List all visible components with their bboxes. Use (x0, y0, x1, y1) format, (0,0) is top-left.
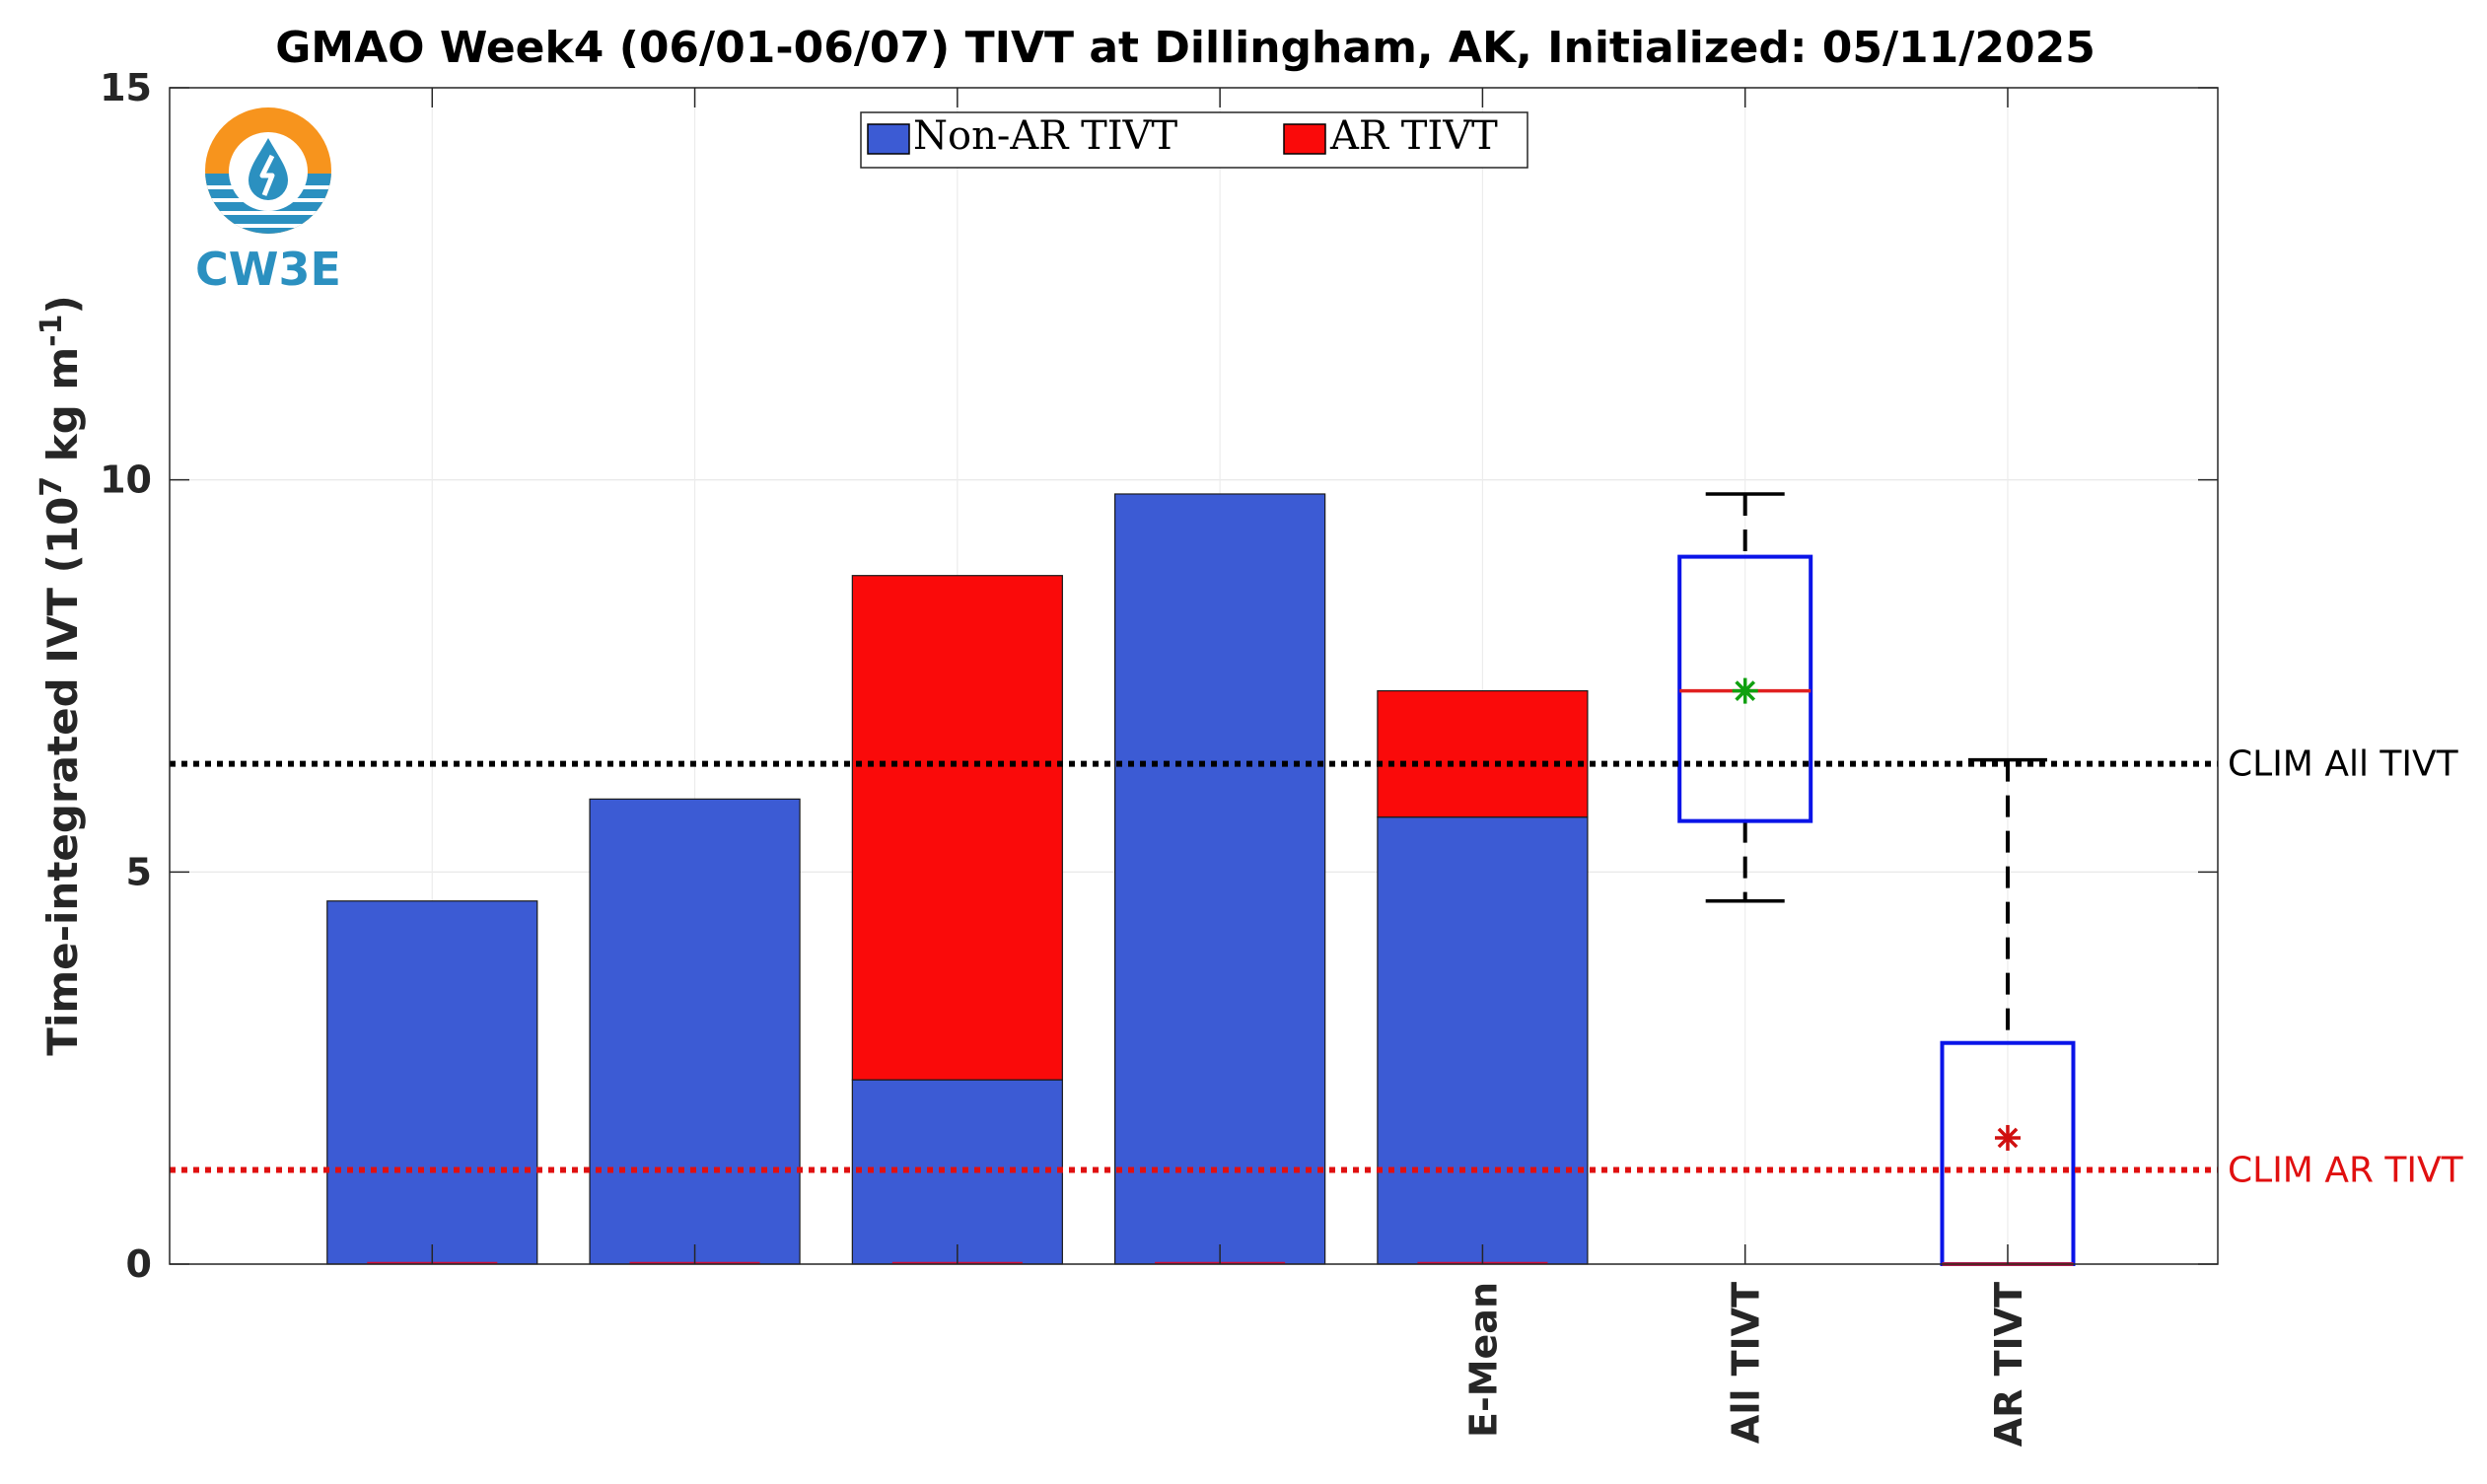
boxplot-box-0 (1677, 554, 1813, 823)
y-tick-label-2: 10 (100, 459, 152, 502)
legend-swatch-ar (1283, 123, 1326, 155)
bar-non-ar-0 (326, 900, 538, 1265)
plot-frame (169, 87, 2219, 1265)
y-tick-label-3: 15 (100, 66, 152, 109)
x-tick-label-5: All TIVT (1725, 1282, 1768, 1444)
cw3e-logo: CW3E (195, 107, 341, 296)
bar-ar-4 (1377, 690, 1589, 818)
bar-non-ar-4 (1377, 816, 1589, 1265)
bars (326, 493, 1589, 1265)
logo-text: CW3E (195, 243, 341, 296)
y-tick-label-1: 5 (126, 850, 152, 893)
legend-label-ar: AR TIVT (1329, 113, 1498, 159)
mean-star-d2-1 (1997, 1127, 2019, 1149)
y-axis-label: Time-integrated IVT (107 kg m-1) (35, 295, 87, 1055)
bar-ar-2 (851, 575, 1063, 1081)
reference-label-1: CLIM AR TIVT (2228, 1151, 2464, 1191)
reference-label-0: CLIM All TIVT (2228, 744, 2459, 785)
reference-lines: CLIM All TIVT CLIM AR TIVT (170, 744, 2464, 1191)
y-tick-label-0: 0 (126, 1242, 152, 1286)
lightning-icon (259, 154, 275, 196)
legend-box (860, 111, 1528, 169)
bar-non-ar-1 (589, 798, 801, 1265)
x-tick-label-6: AR TIVT (1987, 1282, 2030, 1447)
x-tick-label-4: E-Mean (1461, 1282, 1505, 1438)
boxplot-mean-marker-0 (1732, 677, 1758, 704)
axes: 0 5 10 15 E-Mean All TIVT AR TIVT (100, 66, 2218, 1447)
bar-non-ar-3 (1114, 493, 1326, 1265)
boxplot-mean-marker-1 (1994, 1124, 2021, 1151)
legend: Non-AR TIVT AR TIVT (860, 111, 1528, 169)
boxplot-0 (1677, 492, 1813, 903)
legend-swatch-non-ar (867, 123, 910, 155)
chart-title: GMAO Week4 (06/01-06/07) TIVT at Dilling… (275, 23, 2096, 73)
legend-label-non-ar: Non-AR TIVT (913, 113, 1177, 159)
mean-star-d2-0 (1735, 680, 1756, 701)
